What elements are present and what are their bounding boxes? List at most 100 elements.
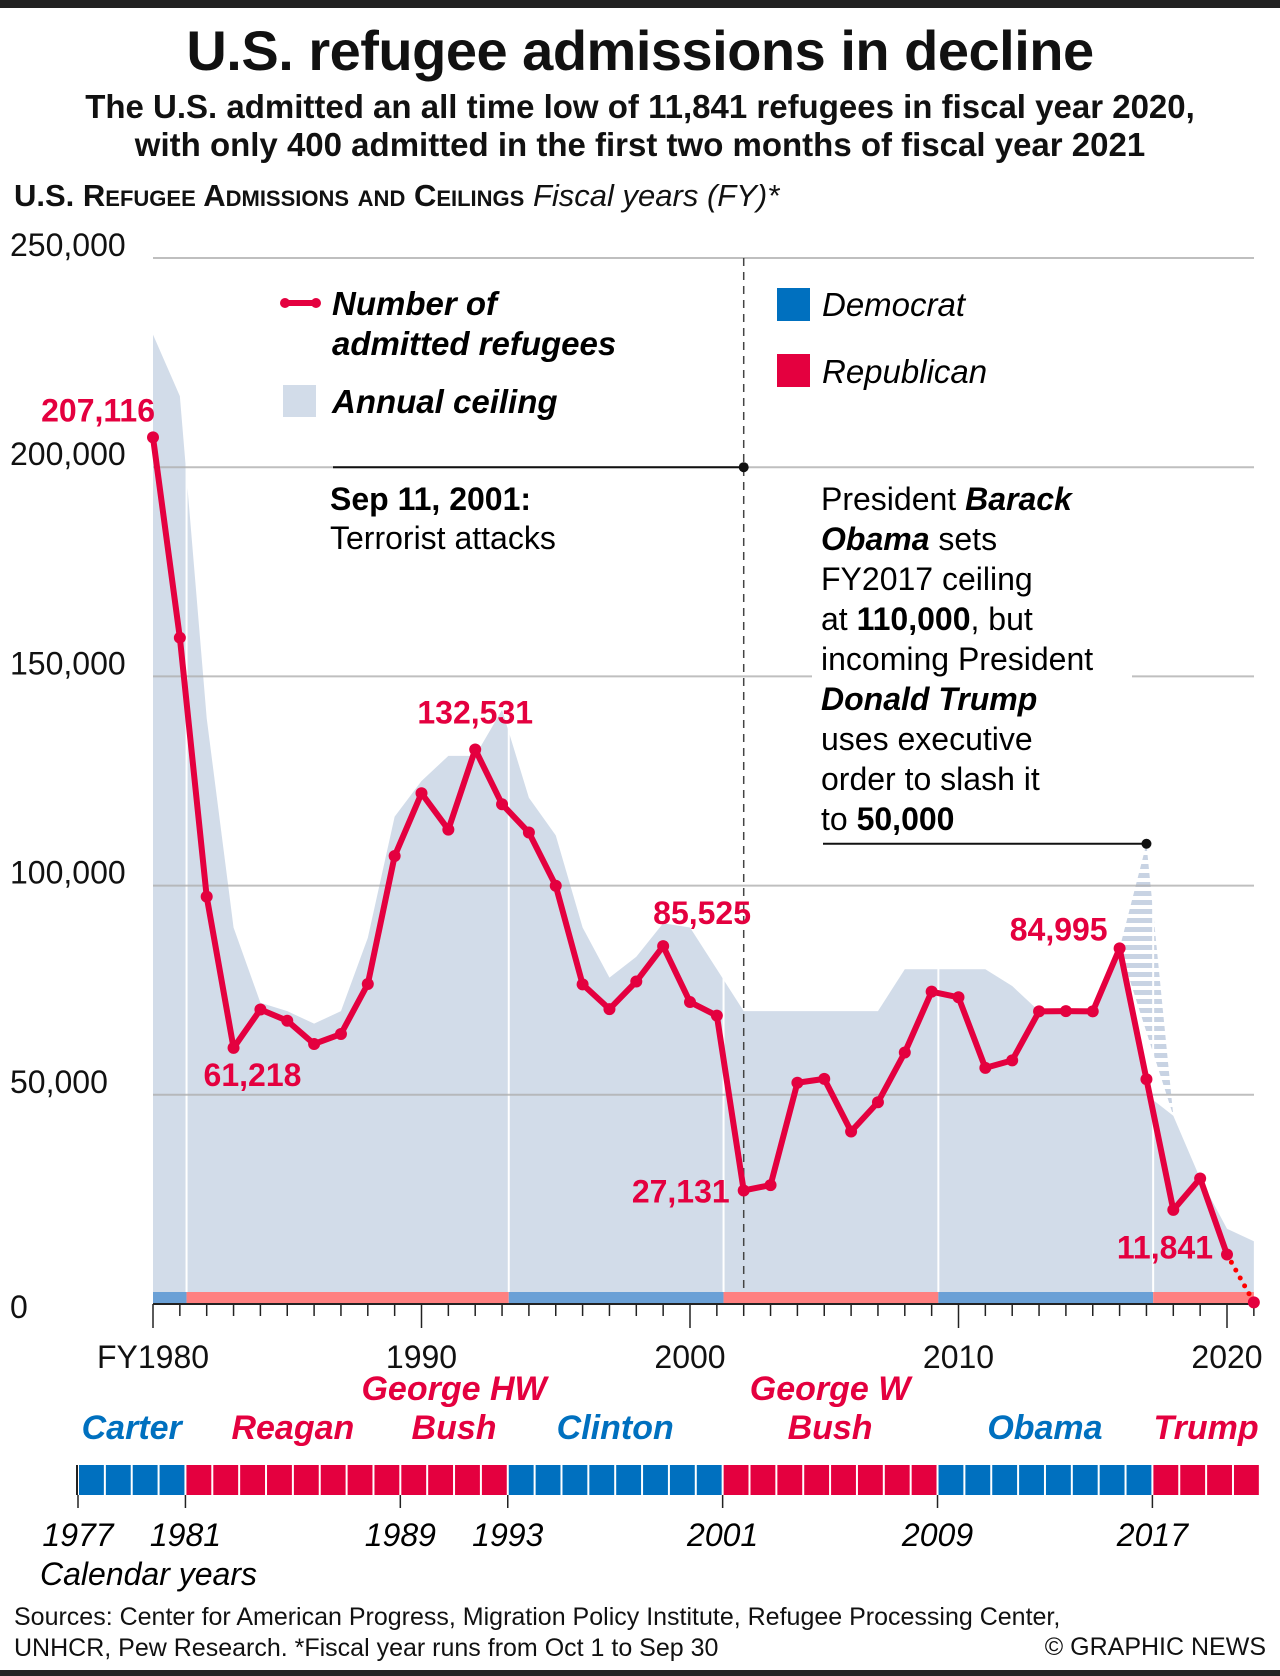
- timeline-year-republican: [267, 1465, 292, 1495]
- y-tick-label: 250,000: [10, 227, 126, 263]
- timeline-year-democrat: [643, 1465, 668, 1495]
- admitted-point: [1113, 942, 1126, 955]
- sources-line-2: UNHCR, Pew Research. *Fiscal year runs f…: [14, 1634, 719, 1662]
- timeline-year-republican: [186, 1465, 212, 1495]
- data-label: 132,531: [417, 694, 533, 730]
- timeline-year-republican: [831, 1465, 856, 1495]
- admitted-point: [442, 823, 455, 836]
- legend-ceiling-swatch: [283, 385, 316, 417]
- timeline-year-democrat: [589, 1465, 615, 1495]
- timeline-year-republican: [374, 1465, 400, 1495]
- timeline-year-democrat: [938, 1465, 964, 1495]
- timeline-year-republican: [1207, 1465, 1232, 1495]
- admitted-point: [227, 1041, 240, 1054]
- grid-layer: 0 50,000 100,000 150,000 200,000 250,000: [10, 227, 1254, 1325]
- timeline-year-democrat: [562, 1465, 588, 1495]
- timeline-year-republican: [428, 1465, 454, 1495]
- sep11-title: Sep 11, 2001:: [330, 481, 531, 517]
- legend-democrat-swatch: [777, 288, 810, 321]
- obama-note-segment: Obama: [821, 521, 929, 557]
- bottom-rule: [0, 1670, 1280, 1676]
- admitted-point: [308, 1037, 321, 1050]
- timeline-year-republican: [1233, 1465, 1259, 1495]
- x-tick-label: FY1980: [97, 1339, 209, 1375]
- admitted-point: [818, 1072, 831, 1085]
- obama-note-segment: , but: [970, 601, 1032, 637]
- y-tick-label: 150,000: [10, 645, 126, 681]
- obama-note-segment: FY2017 ceiling: [821, 561, 1033, 597]
- subtitle-line-1: The U.S. admitted an all time low of 11,…: [85, 88, 1195, 125]
- timeline-year-democrat: [616, 1465, 642, 1495]
- obama-note-line: at 110,000, but: [821, 601, 1033, 637]
- admitted-point: [1167, 1203, 1180, 1216]
- admitted-point: [281, 1014, 294, 1027]
- x-tick-label: 2010: [923, 1339, 994, 1375]
- y-tick-label: 50,000: [10, 1064, 108, 1100]
- x-tick-label: 2020: [1191, 1339, 1262, 1375]
- admitted-point: [1033, 1005, 1046, 1018]
- obama-note-segment: uses executive: [821, 721, 1033, 757]
- sep11-dot: [738, 462, 749, 473]
- obama-note-segment: order to slash it: [821, 761, 1040, 797]
- president-name: Reagan: [231, 1409, 354, 1447]
- admitted-point: [576, 978, 589, 991]
- president-name: George HW: [361, 1370, 549, 1408]
- y-tick-label: 0: [10, 1289, 28, 1325]
- president-name: Clinton: [557, 1409, 674, 1447]
- obama-note-segment: to: [821, 801, 857, 837]
- calendar-year-label: 1989: [365, 1517, 436, 1553]
- ceiling-area: [153, 334, 1254, 1304]
- timeline-year-republican: [401, 1465, 427, 1495]
- timeline-year-democrat: [508, 1465, 534, 1495]
- obama-note-segment: 110,000: [857, 601, 971, 637]
- credit: © GRAPHIC NEWS: [1044, 1633, 1266, 1661]
- president-name: George W: [750, 1370, 913, 1408]
- obama-note-bg: [812, 478, 1132, 840]
- timeline-year-republican: [481, 1465, 507, 1495]
- admitted-point: [388, 850, 401, 863]
- timeline-year-republican: [1153, 1465, 1179, 1495]
- president-name: Trump: [1154, 1409, 1259, 1447]
- timeline-year-democrat: [1099, 1465, 1125, 1495]
- admitted-point: [334, 1028, 347, 1041]
- obama-note-segment: at: [821, 601, 857, 637]
- sources-line-1: Sources: Center for American Progress, M…: [14, 1603, 1061, 1631]
- admitted-point: [549, 879, 562, 892]
- admitted-point: [254, 1003, 267, 1016]
- timeline-year-republican: [723, 1465, 749, 1495]
- timeline-year-democrat: [1126, 1465, 1152, 1495]
- calendar-axis-label: Calendar years: [40, 1556, 257, 1592]
- admitted-point: [1221, 1248, 1233, 1261]
- timeline-year-democrat: [1072, 1465, 1098, 1495]
- admitted-point: [496, 798, 509, 811]
- president-name: Carter: [82, 1409, 184, 1447]
- y-tick-label: 100,000: [10, 855, 126, 891]
- admitted-point: [173, 631, 186, 644]
- page-title: U.S. refugee admissions in decline: [186, 19, 1094, 82]
- obama-note-line: to 50,000: [821, 801, 954, 837]
- timeline-year-democrat: [992, 1465, 1018, 1495]
- obama-note-segment: Donald Trump: [821, 681, 1037, 717]
- party-segment-republican: [723, 1292, 939, 1304]
- timeline-year-democrat: [696, 1465, 722, 1495]
- data-label: 207,116: [41, 392, 155, 428]
- timeline-year-democrat: [132, 1465, 158, 1495]
- timeline-year-democrat: [669, 1465, 695, 1495]
- party-segment-democrat: [153, 1292, 187, 1304]
- slashed-ceiling-hatch: [1119, 843, 1174, 1116]
- timeline-year-democrat: [1045, 1465, 1071, 1495]
- admitted-point: [871, 1096, 884, 1109]
- timeline-year-republican: [911, 1465, 937, 1495]
- top-rule: [0, 0, 1280, 8]
- calendar-year-label: 1993: [472, 1517, 543, 1553]
- admitted-point: [684, 996, 696, 1009]
- admitted-point: [1006, 1054, 1019, 1067]
- admitted-point: [764, 1179, 777, 1192]
- obama-note-line: uses executive: [821, 721, 1033, 757]
- calendar-year-label: 2017: [1116, 1517, 1189, 1553]
- data-label: 11,841: [1117, 1229, 1213, 1265]
- admitted-point: [925, 985, 938, 998]
- obama-note-segment: incoming President: [821, 641, 1093, 677]
